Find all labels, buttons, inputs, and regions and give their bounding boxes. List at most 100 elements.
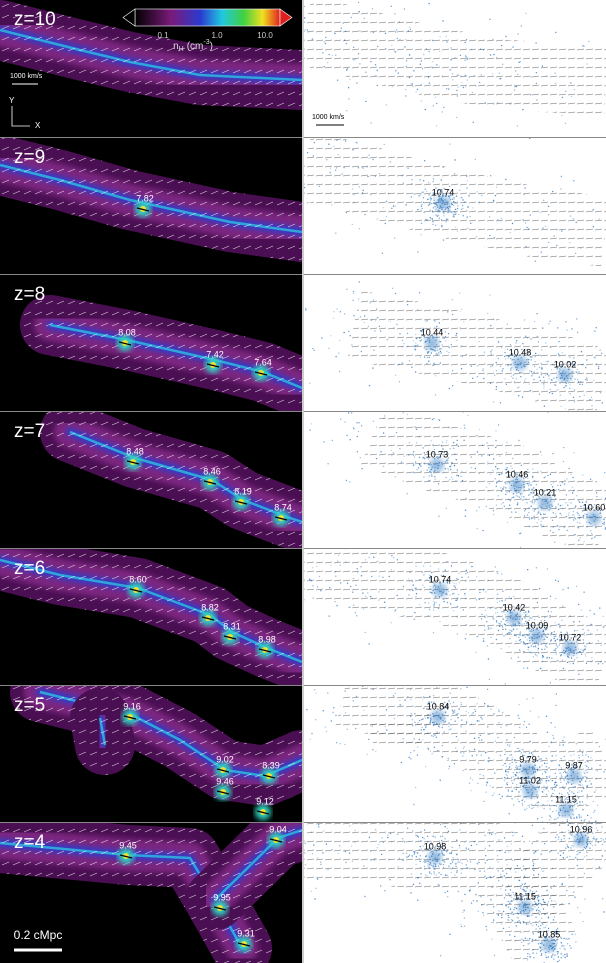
- particle: [526, 628, 528, 630]
- particle: [358, 186, 360, 188]
- particle: [425, 861, 427, 863]
- particle: [569, 393, 571, 395]
- halo: [542, 938, 556, 952]
- particle: [461, 82, 463, 84]
- particle: [477, 910, 479, 912]
- particle: [557, 646, 559, 648]
- particle: [555, 647, 557, 650]
- particle: [371, 725, 373, 727]
- particle: [489, 54, 492, 56]
- particle: [563, 483, 566, 485]
- particle: [402, 182, 404, 184]
- particle: [344, 690, 346, 692]
- particle: [422, 447, 424, 449]
- particle: [447, 195, 450, 197]
- particle: [395, 431, 398, 434]
- colorbar-label-part: ): [210, 41, 213, 52]
- particle: [572, 831, 575, 833]
- particle: [427, 732, 429, 734]
- particle: [541, 917, 543, 919]
- particle: [353, 292, 355, 294]
- particle: [575, 652, 578, 655]
- particle: [445, 476, 447, 479]
- particle: [547, 360, 549, 363]
- particle: [537, 510, 540, 513]
- particle: [456, 606, 459, 608]
- particle: [433, 603, 435, 606]
- particle: [447, 469, 449, 471]
- particle: [521, 495, 523, 497]
- particle: [561, 884, 563, 886]
- particle: [457, 739, 459, 741]
- particle: [328, 53, 330, 56]
- particle: [493, 875, 495, 877]
- particle: [446, 88, 448, 90]
- mass-label: 8.19: [234, 486, 252, 496]
- particle: [576, 816, 578, 819]
- particle: [414, 461, 417, 463]
- particle: [415, 593, 418, 595]
- particle: [431, 210, 434, 212]
- particle: [602, 663, 604, 665]
- particle: [323, 441, 325, 443]
- particle: [495, 504, 498, 506]
- particle: [316, 586, 319, 588]
- particle: [548, 494, 551, 497]
- particle: [544, 616, 546, 618]
- particle: [537, 769, 539, 772]
- particle: [524, 510, 526, 512]
- particle: [405, 852, 408, 854]
- particle: [433, 582, 435, 584]
- particle: [541, 490, 544, 492]
- particle: [584, 504, 586, 507]
- particle: [410, 713, 412, 715]
- particle: [548, 767, 550, 769]
- particle: [560, 941, 563, 944]
- particle: [548, 776, 550, 778]
- particle: [578, 372, 580, 374]
- particle: [455, 480, 457, 482]
- particle: [599, 392, 602, 394]
- particle: [393, 718, 395, 720]
- particle: [524, 643, 527, 645]
- particle: [593, 330, 595, 332]
- particle: [519, 639, 522, 641]
- particle: [482, 775, 484, 777]
- particle: [304, 552, 305, 554]
- particle: [506, 725, 508, 727]
- particle: [349, 335, 351, 337]
- particle: [583, 45, 585, 47]
- particle: [304, 842, 306, 844]
- particle: [562, 605, 564, 607]
- particle: [304, 307, 307, 309]
- particle: [415, 834, 417, 837]
- particle: [382, 465, 385, 468]
- particle: [554, 726, 556, 728]
- particle: [415, 863, 417, 866]
- particle: [574, 786, 576, 788]
- particle: [594, 357, 597, 359]
- particle: [489, 294, 491, 296]
- particle: [529, 760, 531, 762]
- particle: [436, 211, 439, 213]
- particle: [512, 46, 514, 48]
- halo: [563, 641, 577, 655]
- particle: [433, 866, 435, 868]
- particle: [571, 834, 573, 836]
- mass-label: 8.39: [262, 760, 280, 770]
- particle: [559, 854, 562, 857]
- particle: [585, 803, 587, 806]
- particle: [436, 579, 439, 581]
- particle: [425, 218, 427, 221]
- particle: [311, 732, 313, 735]
- particle: [429, 217, 431, 219]
- particle: [515, 871, 517, 873]
- particle: [486, 688, 489, 691]
- particle: [517, 778, 519, 780]
- particle: [451, 463, 453, 465]
- particle: [561, 114, 563, 117]
- mass-label: 8.48: [126, 446, 144, 456]
- particle: [542, 492, 545, 494]
- particle: [405, 60, 408, 62]
- particle: [396, 594, 398, 597]
